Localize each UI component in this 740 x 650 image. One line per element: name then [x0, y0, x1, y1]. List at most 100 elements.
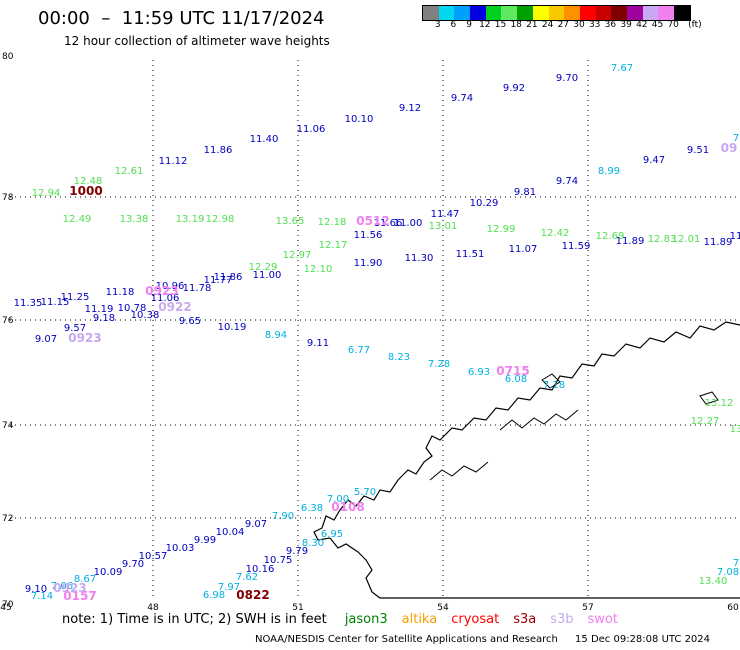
scale-swatch [611, 6, 627, 20]
wave-height-value: 10.04 [216, 527, 245, 538]
scale-tick-label: 18 [510, 20, 522, 30]
satellite-legend: jason3 altika cryosat s3a s3b swot [331, 612, 618, 627]
greenland-coastline [313, 321, 740, 599]
wave-height-value: 10.57 [139, 551, 168, 562]
wave-height-value: 9.51 [687, 145, 709, 156]
wave-height-value: 8.67 [74, 574, 96, 585]
scale-tick-label: 3 [434, 20, 441, 30]
scale-swatch [438, 6, 455, 20]
wave-height-value: 8.94 [265, 330, 287, 341]
wave-height-value: 11.51 [456, 249, 485, 260]
wave-height-value: 12.48 [74, 176, 103, 187]
scale-swatch [626, 6, 643, 20]
scale-tick-label: 30 [573, 20, 585, 30]
wave-height-value: 9.65 [179, 316, 201, 327]
longitude-label: 60 [727, 603, 739, 613]
wave-height-value: 11.40 [250, 134, 279, 145]
wave-height-value: 9.79 [286, 546, 308, 557]
wave-height-value: 10.10 [345, 114, 374, 125]
wave-height-value: 11.90 [354, 258, 383, 269]
coast-island-2 [699, 391, 719, 405]
scale-swatch [423, 6, 439, 20]
pass-time-label: 0822 [236, 588, 269, 602]
wave-height-value: 9.10 [25, 584, 47, 595]
wave-height-value: 12.97 [283, 250, 312, 261]
pass-time-label: 0923 [145, 284, 178, 298]
wave-height-value: 10.29 [470, 198, 499, 209]
wave-height-value: 11.77 [204, 275, 233, 286]
pass-time-label: 1000 [69, 184, 102, 198]
pass-time-label: 0923 [53, 581, 86, 595]
wave-height-value: 9.18 [93, 313, 115, 324]
pass-time-label: 0922 [158, 300, 191, 314]
wave-height-value: 6.38 [301, 503, 323, 514]
wave-height-value: 7.62 [236, 572, 258, 583]
scale-tick-label: 33 [588, 20, 601, 30]
wave-height-value: 11.86 [214, 272, 243, 283]
footer: NOAA/NESDIS Center for Satellite Applica… [255, 634, 710, 645]
wave-height-value: 10.09 [94, 567, 123, 578]
scale-swatch [564, 6, 580, 20]
wave-height-value: 6.95 [321, 529, 343, 540]
latitude-label: 72 [2, 514, 13, 524]
wave-height-value: 12.42 [541, 228, 570, 239]
wave-height-value: 7.18 [543, 380, 565, 391]
wave-height-value: 7.28 [428, 359, 450, 370]
scale-tick-label: 6 [450, 20, 457, 30]
wave-height-value: 7.08 [717, 567, 739, 578]
wave-height-value: 10.19 [218, 322, 247, 333]
scale-swatch [470, 6, 486, 20]
pass-time-label: 0512 [356, 214, 389, 228]
wave-height-value: 10.03 [166, 543, 195, 554]
scale-tick-label: 70 [667, 20, 679, 30]
wave-height-value: 10.96 [156, 281, 185, 292]
wave-height-value: 12.69 [596, 231, 625, 242]
wave-height-value: 12.01 [672, 234, 701, 245]
scale-swatch [517, 6, 533, 20]
wave-height-value: 12.83 [648, 234, 677, 245]
wave-height-value: 9.11 [307, 338, 329, 349]
wave-height-value: 5.70 [354, 487, 376, 498]
latitude-label: 78 [2, 193, 14, 203]
latitude-label: 80 [2, 52, 14, 62]
time-labels: 1000051209092309220923071501080822015709… [53, 141, 737, 603]
scale-swatch [532, 6, 549, 20]
wave-height-value: 11.15 [41, 297, 70, 308]
wave-height-value: 7 [733, 133, 739, 144]
wave-height-value: 11.07 [509, 244, 538, 255]
scale-tick-label: 21 [526, 20, 538, 30]
wave-height-color-scale [422, 5, 691, 21]
wave-height-value: 11.00 [253, 270, 282, 281]
agency-credit: NOAA/NESDIS Center for Satellite Applica… [255, 634, 558, 645]
wave-height-value: 10.75 [264, 555, 293, 566]
wave-height-value: 8.99 [598, 166, 620, 177]
wave-height-value: 7.90 [272, 511, 294, 522]
wave-height-value: 9.12 [399, 103, 421, 114]
longitude-label: 51 [292, 603, 303, 613]
scale-swatch [674, 6, 690, 20]
scale-tick-label: 42 [636, 20, 648, 30]
wave-height-value: 13.65 [276, 216, 305, 227]
wave-height-value: 10.78 [118, 303, 147, 314]
wave-height-value: 9.70 [556, 73, 578, 84]
wave-height-value: 7.00 [327, 494, 349, 505]
scale-swatch [501, 6, 518, 20]
wave-height-value: 9.81 [514, 187, 536, 198]
coast-inlet-2 [429, 461, 489, 481]
wave-height-value: 9.47 [643, 155, 665, 166]
wave-height-value: 13.19 [176, 214, 205, 225]
wave-height-value: 9.74 [556, 176, 578, 187]
wave-height-value: 12.49 [63, 214, 92, 225]
wave-height-value: 6.98 [203, 590, 225, 601]
wave-height-value: 11.25 [61, 292, 90, 303]
latitude-label: 76 [2, 316, 14, 326]
pass-time-label: 09 [721, 141, 738, 155]
wave-height-value: 11.56 [354, 230, 383, 241]
wave-height-value: 12.94 [32, 188, 61, 199]
longitude-label: 54 [437, 603, 449, 613]
legend-cryosat: cryosat [451, 612, 500, 627]
wave-height-value: 9.70 [122, 559, 144, 570]
wave-height-value: 11.86 [204, 145, 233, 156]
wave-height-value: 13 [730, 424, 740, 435]
